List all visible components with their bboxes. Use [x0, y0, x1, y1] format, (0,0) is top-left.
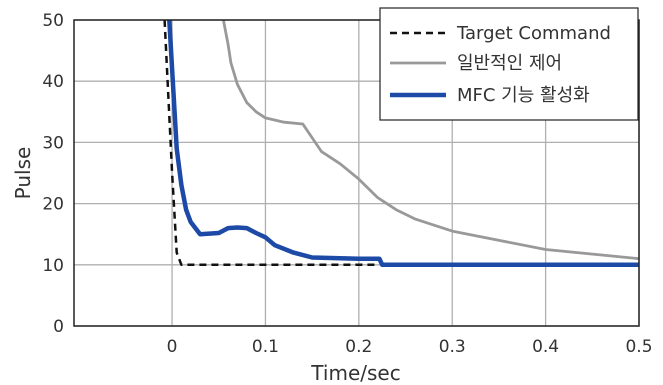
y-tick-label: 10: [42, 256, 64, 276]
y-tick-label: 40: [42, 72, 64, 92]
x-tick-label: 0: [167, 337, 178, 357]
x-axis-label: Time/sec: [310, 361, 400, 385]
legend-label-mfc-enabled: MFC 기능 활성화: [457, 85, 590, 106]
plot-frame: [73, 19, 640, 327]
legend-label-target-command: Target Command: [456, 23, 611, 44]
series-group: [163, 19, 640, 268]
y-tick-label: 30: [42, 133, 64, 153]
x-tick-label: 0.5: [625, 337, 652, 357]
series-target-command: [163, 19, 378, 267]
y-tick-label: 50: [42, 11, 64, 31]
legend: Target Command 일반적인 제어 MFC 기능 활성화: [379, 7, 639, 121]
x-tick-label: 0.3: [439, 337, 466, 357]
y-tick-label: 0: [53, 317, 64, 337]
series-conventional-control: [222, 19, 640, 261]
series-mfc-enabled: [167, 19, 639, 268]
x-tick-label: 0.4: [532, 337, 559, 357]
y-tick-label: 20: [42, 195, 64, 215]
legend-label-conventional-control: 일반적인 제어: [457, 53, 562, 74]
y-axis-label: Pulse: [11, 147, 35, 200]
tick-labels: 0 0.1 0.2 0.3 0.4 0.5 0 10 20 30 40 50: [42, 11, 652, 357]
x-tick-label: 0.1: [252, 337, 279, 357]
x-tick-label: 0.2: [345, 337, 372, 357]
